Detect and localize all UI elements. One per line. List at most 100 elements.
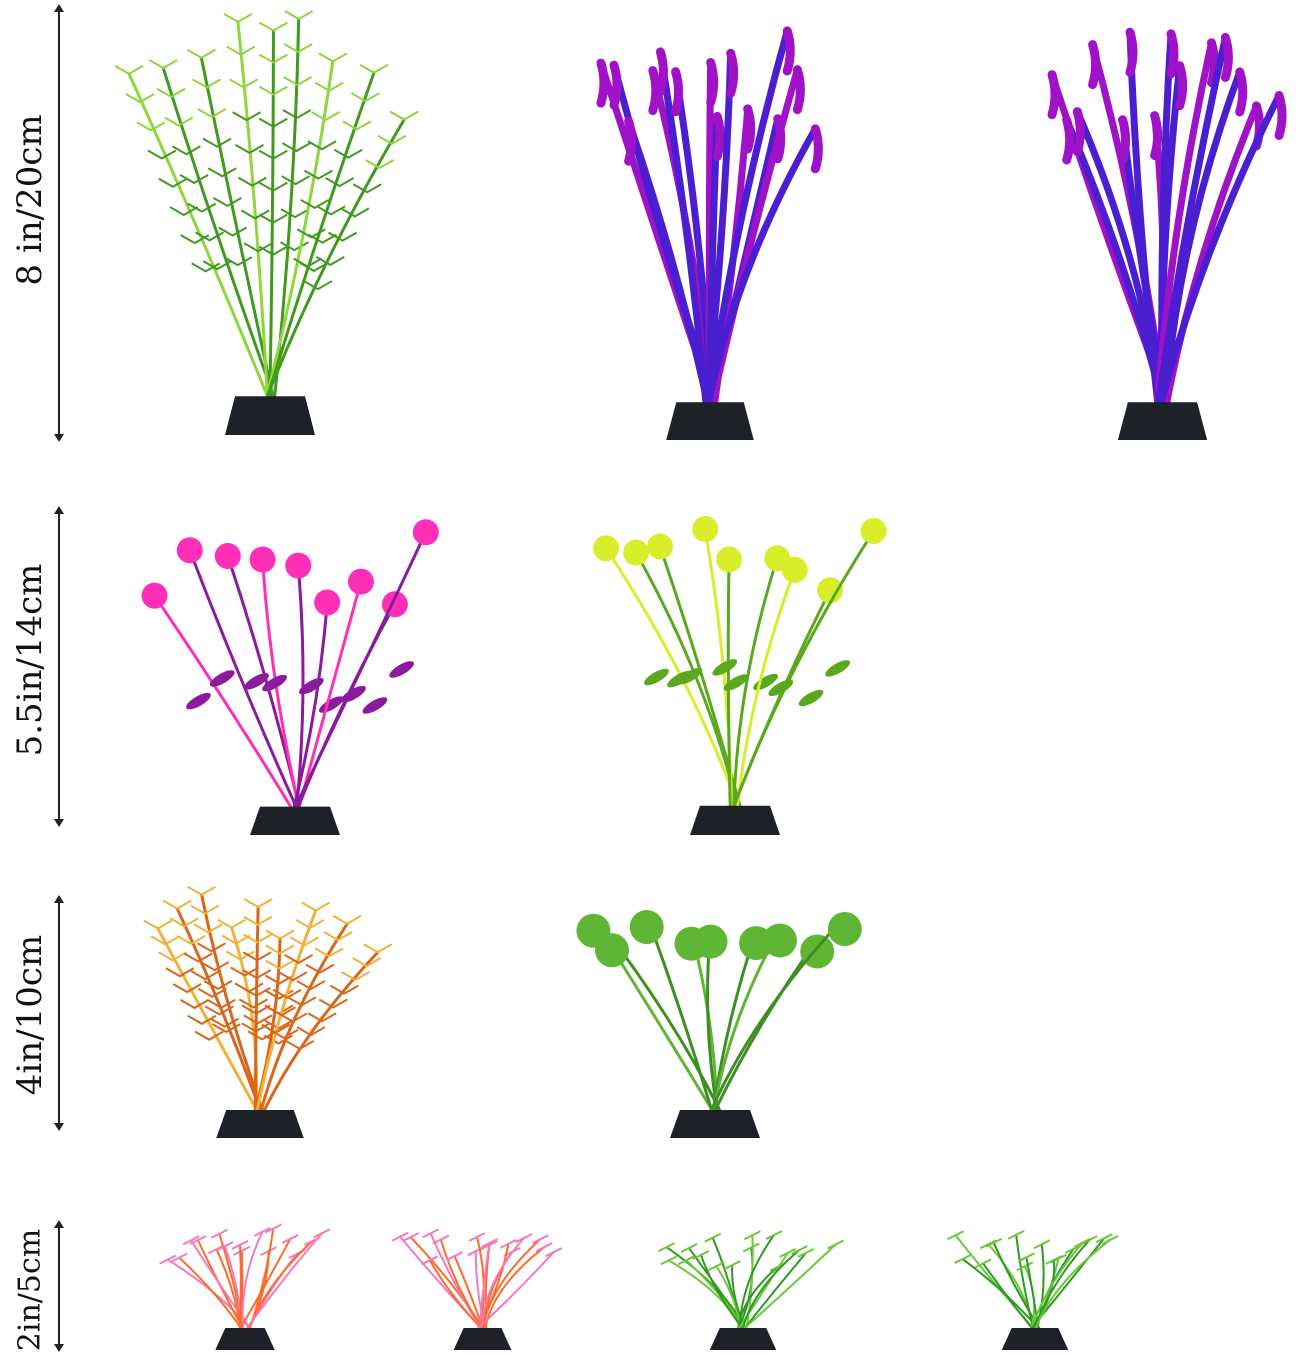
stem [241,1230,264,1329]
stem [239,1249,244,1329]
plant-foliage [593,516,887,808]
flower [314,589,341,616]
stem [253,905,260,1112]
plant-bush [159,1223,331,1350]
stem [1126,28,1162,406]
plant-foliage [114,10,419,398]
stem [262,950,380,1112]
stem [1157,92,1283,406]
stem [1161,68,1244,406]
plant-bush [947,1229,1119,1350]
stem [156,927,259,1112]
plant-foliage [1047,27,1287,406]
plant-base [670,1110,760,1138]
plant-foliage [596,26,823,406]
stem [709,915,847,1112]
stem [484,1246,546,1329]
stem [266,71,376,398]
plant-foliage [947,1229,1119,1329]
stem [215,1248,242,1329]
leaf [693,924,728,959]
stem [732,556,779,808]
flower [647,533,674,560]
plant-bush [391,1228,563,1350]
stem [743,1251,808,1329]
stem [604,546,740,808]
stem [188,548,298,809]
stem [610,936,722,1112]
height-arrow [54,4,64,442]
flower [716,546,743,573]
stem [238,1243,242,1329]
flower [141,582,168,609]
plant-base [215,1328,275,1350]
height-arrow [54,506,64,827]
stem [1030,1241,1084,1329]
size-label: 4in/10cm [10,934,50,1096]
plant-round-leaf [576,910,862,1138]
stem [743,1243,837,1329]
stem [246,1232,323,1329]
stem [175,907,262,1112]
height-arrow [54,1220,64,1352]
plant-base [250,806,340,835]
plant-base [1001,1328,1069,1350]
leaf [594,933,629,968]
stem [481,1238,542,1329]
plant-foliage [143,885,393,1112]
plant-flower [141,519,439,835]
stem [481,1237,526,1329]
stem [239,1237,292,1329]
stem [699,1253,744,1329]
stem [294,530,428,809]
plant-feathery [143,885,393,1138]
leaf [629,910,664,945]
stem [265,118,406,398]
plant-bush [658,1230,845,1350]
stem [732,529,876,808]
plant-foliage [159,1223,331,1329]
stem [259,922,349,1112]
flower [285,552,312,579]
stem [478,1244,491,1329]
size-label: 5.5in/14cm [10,563,50,757]
flower [347,568,374,595]
stem [702,49,735,406]
plant-foliage [391,1228,563,1329]
stem [738,1251,789,1329]
stem [292,600,329,809]
flower [817,577,844,604]
height-arrow [54,895,64,1131]
stem [178,1256,242,1329]
plant-base [690,805,780,835]
stem [268,29,275,398]
plant-base [1117,402,1208,440]
flower [249,546,276,573]
stem [745,1234,754,1329]
plant-base [666,402,754,440]
stem [705,125,819,406]
flower [593,535,620,562]
leaf [827,912,862,947]
size-label: 2in/5cm [12,1228,48,1352]
plant-foliage [658,1230,845,1329]
stem [1155,33,1229,406]
stem [265,59,335,398]
plant-base [225,396,315,435]
flower [214,543,241,570]
flower [692,516,719,543]
plant-base [453,1328,512,1350]
flower [860,517,887,544]
stem [428,1259,483,1329]
stem [1034,1238,1112,1329]
plant-foliage [141,519,439,809]
stem [982,1262,1033,1329]
flower [412,519,439,546]
stem [439,1238,483,1329]
plant-flower [593,516,887,835]
plant-foliage [576,910,862,1112]
stem [153,594,293,809]
stem [199,56,275,398]
leaf [762,923,797,958]
stem [656,48,710,406]
